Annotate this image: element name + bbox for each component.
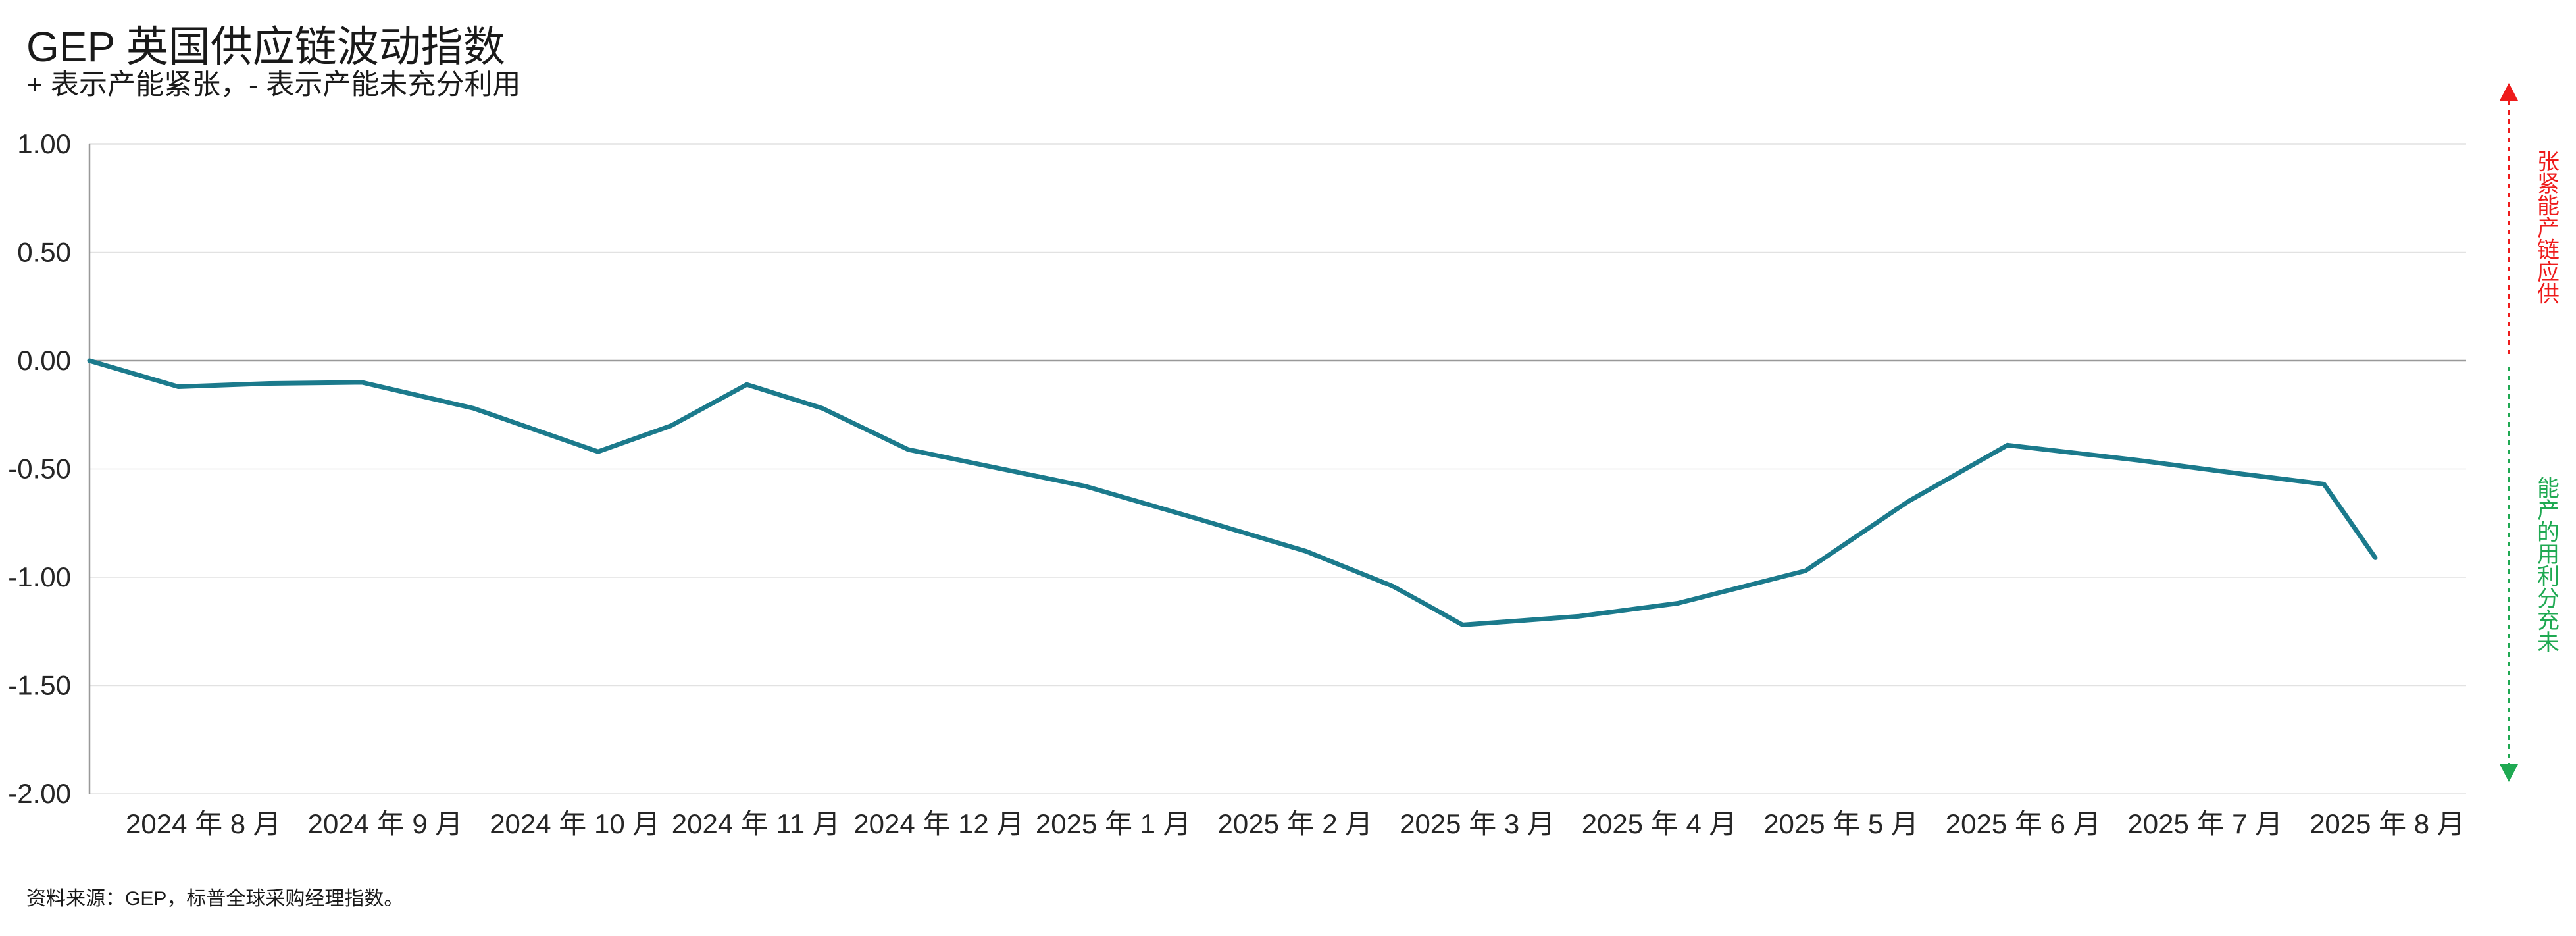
svg-text:张: 张 [2537,149,2560,174]
svg-text:2024 年 10 月: 2024 年 10 月 [490,808,660,839]
svg-text:链: 链 [2537,238,2560,263]
svg-text:2025 年 1 月: 2025 年 1 月 [1036,808,1191,839]
svg-text:2025 年 5 月: 2025 年 5 月 [1763,808,1919,839]
svg-text:2024 年 8 月: 2024 年 8 月 [126,808,281,839]
svg-text:能: 能 [2537,194,2560,219]
svg-text:供: 供 [2537,282,2560,307]
svg-text:2024 年 9 月: 2024 年 9 月 [308,808,463,839]
svg-text:2024 年 11 月: 2024 年 11 月 [672,808,840,839]
svg-text:充: 充 [2537,609,2560,634]
svg-text:0.50: 0.50 [17,237,71,268]
svg-text:产: 产 [2537,498,2560,523]
svg-text:1.00: 1.00 [17,128,71,159]
svg-text:2024 年 12 月: 2024 年 12 月 [853,808,1024,839]
svg-text:应: 应 [2537,260,2560,285]
svg-text:2025 年 4 月: 2025 年 4 月 [1582,808,1737,839]
svg-text:2025 年 3 月: 2025 年 3 月 [1400,808,1555,839]
svg-text:0.00: 0.00 [17,345,71,376]
svg-text:-1.50: -1.50 [8,670,71,701]
svg-text:利: 利 [2537,565,2560,590]
svg-text:2025 年 8 月: 2025 年 8 月 [2310,808,2465,839]
svg-text:-2.00: -2.00 [8,778,71,809]
svg-text:紧: 紧 [2537,172,2560,197]
svg-text:未: 未 [2537,631,2560,656]
svg-text:产: 产 [2537,216,2560,241]
svg-text:能: 能 [2537,477,2560,502]
svg-text:2025 年 7 月: 2025 年 7 月 [2127,808,2283,839]
svg-text:-1.00: -1.00 [8,561,71,592]
svg-text:2025 年 2 月: 2025 年 2 月 [1218,808,1373,839]
svg-text:用: 用 [2537,542,2560,567]
svg-text:的: 的 [2537,521,2560,546]
svg-text:2025 年 6 月: 2025 年 6 月 [1946,808,2101,839]
svg-text:-0.50: -0.50 [8,454,71,484]
svg-text:分: 分 [2537,586,2560,611]
